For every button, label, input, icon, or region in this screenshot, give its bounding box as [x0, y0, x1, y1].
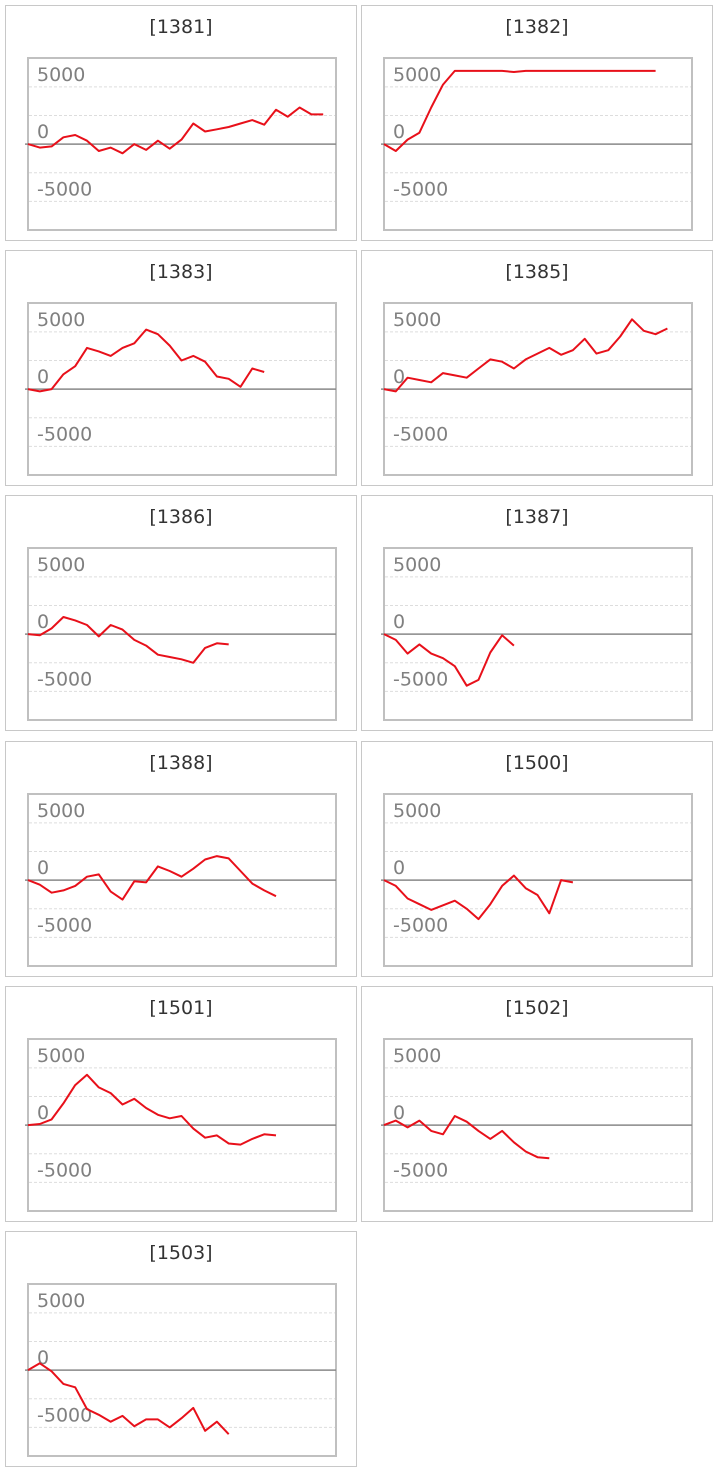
y-tick-label: 5000: [393, 309, 441, 331]
chart-panel: [1385] 5000 0 -5000: [361, 250, 713, 486]
y-tick-label: -5000: [37, 178, 92, 200]
chart-title: [1502]: [505, 997, 569, 1019]
y-tick-label: 0: [37, 366, 49, 388]
chart-panel: [1501] 5000 0 -5000: [5, 986, 357, 1222]
y-tick-label: 5000: [393, 1045, 441, 1067]
y-tick-label: 0: [393, 366, 405, 388]
chart-panel: [1500] 5000 0 -5000: [361, 741, 713, 977]
line-chart: 5000 0 -5000: [381, 1038, 693, 1212]
y-tick-label: 5000: [37, 1290, 85, 1312]
y-tick-label: 5000: [37, 800, 85, 822]
line-chart: 5000 0 -5000: [25, 1038, 337, 1212]
chart-panel: [1382] 5000 0 -5000: [361, 5, 713, 241]
series-line: [383, 318, 668, 393]
series-line: [27, 106, 324, 155]
y-tick-label: -5000: [393, 914, 448, 936]
series-line: [27, 328, 265, 393]
chart-title: [1500]: [505, 752, 569, 774]
chart-panel: [1388] 5000 0 -5000: [5, 741, 357, 977]
series-line: [383, 633, 515, 687]
series-line: [27, 616, 229, 664]
chart-title: [1383]: [149, 261, 213, 283]
y-tick-label: 0: [393, 857, 405, 879]
y-tick-label: -5000: [393, 668, 448, 690]
chart-panel: [1386] 5000 0 -5000: [5, 495, 357, 731]
y-tick-label: 5000: [37, 64, 85, 86]
y-tick-label: 0: [37, 1102, 49, 1124]
y-tick-label: -5000: [393, 1159, 448, 1181]
chart-title: [1388]: [149, 752, 213, 774]
y-tick-label: 0: [393, 121, 405, 143]
series-line: [27, 1073, 277, 1146]
y-tick-label: 0: [393, 611, 405, 633]
y-tick-label: 5000: [37, 309, 85, 331]
chart-title: [1501]: [149, 997, 213, 1019]
y-tick-label: 5000: [393, 800, 441, 822]
chart-panel: [1387] 5000 0 -5000: [361, 495, 713, 731]
y-tick-label: -5000: [393, 423, 448, 445]
series-line: [383, 874, 574, 921]
series-line: [383, 69, 656, 152]
line-chart: 5000 0 -5000: [381, 57, 693, 231]
chart-panel: [1502] 5000 0 -5000: [361, 986, 713, 1222]
line-chart: 5000 0 -5000: [381, 793, 693, 967]
chart-title: [1386]: [149, 506, 213, 528]
series-line: [383, 1115, 550, 1160]
y-tick-label: 0: [37, 611, 49, 633]
y-tick-label: 0: [393, 1102, 405, 1124]
y-tick-label: 5000: [393, 554, 441, 576]
y-tick-label: -5000: [37, 1159, 92, 1181]
line-chart: 5000 0 -5000: [381, 547, 693, 721]
y-tick-label: -5000: [37, 423, 92, 445]
chart-title: [1503]: [149, 1242, 213, 1264]
series-line: [27, 1362, 230, 1435]
series-line: [27, 855, 277, 901]
y-tick-label: -5000: [37, 1404, 92, 1426]
chart-title: [1381]: [149, 16, 213, 38]
y-tick-label: 0: [37, 857, 49, 879]
y-tick-label: -5000: [37, 914, 92, 936]
y-tick-label: -5000: [393, 178, 448, 200]
line-chart: 5000 0 -5000: [25, 547, 337, 721]
y-tick-label: -5000: [37, 668, 92, 690]
line-chart: 5000 0 -5000: [25, 302, 337, 476]
y-tick-label: 5000: [37, 554, 85, 576]
y-tick-label: 5000: [37, 1045, 85, 1067]
chart-title: [1382]: [505, 16, 569, 38]
chart-panel: [1383] 5000 0 -5000: [5, 250, 357, 486]
y-tick-label: 5000: [393, 64, 441, 86]
chart-title: [1387]: [505, 506, 569, 528]
y-tick-label: 0: [37, 121, 49, 143]
line-chart: 5000 0 -5000: [25, 57, 337, 231]
chart-panel: [1381] 5000 0 -5000: [5, 5, 357, 241]
line-chart: 5000 0 -5000: [381, 302, 693, 476]
chart-title: [1385]: [505, 261, 569, 283]
line-chart: 5000 0 -5000: [25, 793, 337, 967]
chart-panel: [1503] 5000 0 -5000: [5, 1231, 357, 1467]
